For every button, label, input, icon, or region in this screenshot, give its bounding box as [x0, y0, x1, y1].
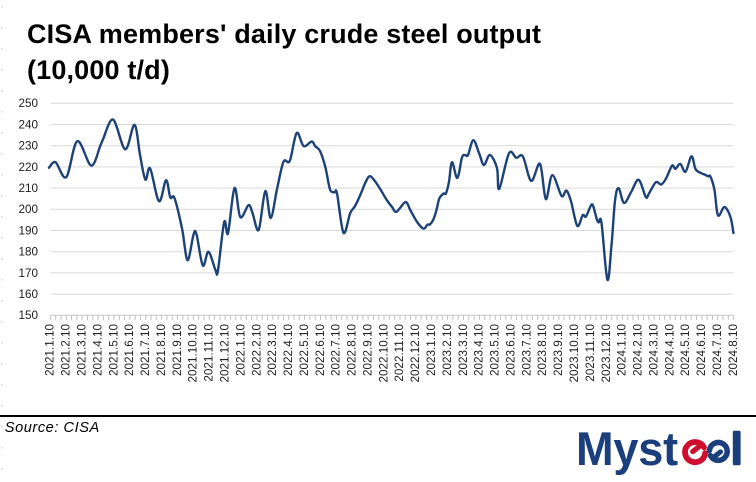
- svg-text:2023.6.10: 2023.6.10: [504, 324, 517, 376]
- svg-text:2021.1.10: 2021.1.10: [44, 324, 57, 376]
- svg-text:2024.6.10: 2024.6.10: [695, 324, 708, 376]
- svg-text:250: 250: [18, 97, 38, 110]
- svg-text:2024.3.10: 2024.3.10: [647, 324, 660, 376]
- svg-text:2024.5.10: 2024.5.10: [679, 324, 692, 376]
- svg-text:150: 150: [18, 309, 38, 322]
- svg-text:2024.4.10: 2024.4.10: [663, 324, 676, 376]
- svg-text:240: 240: [18, 118, 38, 131]
- svg-text:230: 230: [18, 140, 38, 153]
- svg-text:2021.7.10: 2021.7.10: [139, 324, 152, 376]
- svg-text:2023.3.10: 2023.3.10: [457, 324, 470, 376]
- svg-text:2021.8.10: 2021.8.10: [155, 324, 168, 376]
- svg-text:210: 210: [18, 182, 38, 195]
- svg-text:180: 180: [18, 246, 38, 259]
- svg-text:2021.4.10: 2021.4.10: [91, 324, 104, 376]
- svg-text:2021.5.10: 2021.5.10: [107, 324, 120, 376]
- svg-text:2022.12.10: 2022.12.10: [409, 324, 422, 383]
- svg-text:2021.10.10: 2021.10.10: [187, 324, 200, 383]
- svg-text:2024.7.10: 2024.7.10: [711, 324, 724, 376]
- svg-text:2023.11.10: 2023.11.10: [584, 324, 597, 382]
- svg-text:2023.7.10: 2023.7.10: [520, 324, 533, 376]
- svg-text:200: 200: [18, 203, 38, 216]
- svg-text:2023.2.10: 2023.2.10: [441, 324, 454, 376]
- svg-text:2022.6.10: 2022.6.10: [314, 324, 327, 376]
- svg-text:2022.3.10: 2022.3.10: [266, 324, 279, 376]
- svg-text:2021.9.10: 2021.9.10: [171, 324, 184, 376]
- svg-text:160: 160: [18, 288, 38, 301]
- svg-text:2024.2.10: 2024.2.10: [632, 324, 645, 376]
- svg-text:170: 170: [18, 267, 38, 280]
- svg-text:220: 220: [18, 161, 38, 174]
- svg-text:Myst: Myst: [576, 422, 678, 475]
- svg-text:2023.8.10: 2023.8.10: [536, 324, 549, 376]
- svg-text:2023.1.10: 2023.1.10: [425, 324, 438, 376]
- svg-text:2022.5.10: 2022.5.10: [298, 324, 311, 376]
- svg-text:2023.10.10: 2023.10.10: [568, 324, 581, 383]
- svg-text:2022.7.10: 2022.7.10: [330, 324, 343, 376]
- svg-text:2021.2.10: 2021.2.10: [60, 324, 73, 376]
- svg-text:2021.3.10: 2021.3.10: [75, 324, 88, 376]
- svg-text:2022.8.10: 2022.8.10: [346, 324, 359, 376]
- svg-text:2022.4.10: 2022.4.10: [282, 324, 295, 376]
- svg-text:2022.11.10: 2022.11.10: [393, 324, 406, 382]
- svg-text:2022.9.10: 2022.9.10: [361, 324, 374, 376]
- svg-text:190: 190: [18, 224, 38, 237]
- svg-text:2024.1.10: 2024.1.10: [616, 324, 629, 376]
- svg-text:2021.11.10: 2021.11.10: [203, 324, 216, 382]
- svg-text:2023.12.10: 2023.12.10: [600, 324, 613, 383]
- svg-text:2022.2.10: 2022.2.10: [250, 324, 263, 376]
- svg-text:2024.8.10: 2024.8.10: [727, 324, 740, 376]
- svg-text:2022.10.10: 2022.10.10: [377, 324, 390, 383]
- svg-text:2021.12.10: 2021.12.10: [218, 324, 231, 383]
- svg-text:2023.4.10: 2023.4.10: [473, 324, 486, 376]
- svg-text:2023.5.10: 2023.5.10: [489, 324, 502, 376]
- svg-text:2022.1.10: 2022.1.10: [234, 324, 247, 376]
- svg-text:2021.6.10: 2021.6.10: [123, 324, 136, 376]
- svg-text:2023.9.10: 2023.9.10: [552, 324, 565, 376]
